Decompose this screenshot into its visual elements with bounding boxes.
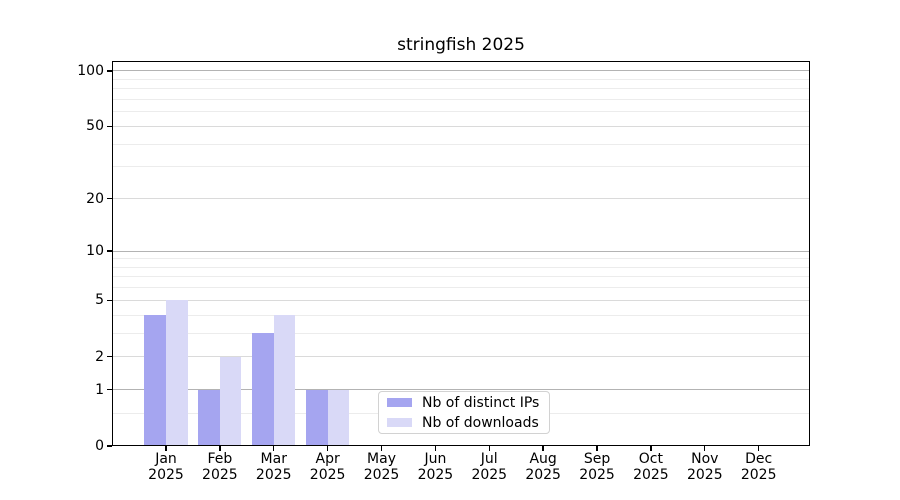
x-tick-label-sep: Sep 2025 bbox=[579, 451, 615, 483]
x-tick-mark-dec bbox=[757, 446, 760, 451]
gridline-major-y10 bbox=[112, 250, 810, 252]
gridline-minor-y9 bbox=[112, 258, 810, 260]
x-tick-label-dec: Dec 2025 bbox=[740, 451, 777, 483]
y-tick-label-10: 10 bbox=[86, 243, 104, 260]
x-tick-mark-mar bbox=[273, 446, 275, 451]
x-tick-label-feb: Feb 2025 bbox=[202, 451, 238, 483]
x-tick-mark-jan bbox=[165, 446, 167, 451]
y-tick-mark-5 bbox=[107, 299, 112, 302]
legend-label-distinct-ips: Nb of distinct IPs bbox=[422, 394, 540, 411]
y-tick-mark-2 bbox=[107, 355, 112, 358]
y-tick-mark-20 bbox=[107, 197, 112, 200]
gridline-minor-y4 bbox=[112, 314, 810, 316]
gridline-minor-y90 bbox=[112, 78, 810, 80]
chart-title: stringfish 2025 bbox=[397, 35, 525, 55]
gridline-y50 bbox=[112, 125, 810, 127]
y-tick-label-1: 1 bbox=[95, 381, 104, 398]
bar-jan-downloads bbox=[166, 300, 188, 446]
legend-label-downloads: Nb of downloads bbox=[422, 414, 539, 431]
x-tick-mark-may bbox=[380, 446, 383, 451]
gridline-minor-y30 bbox=[112, 166, 810, 168]
x-tick-label-mar: Mar 2025 bbox=[255, 451, 292, 483]
x-tick-mark-feb bbox=[219, 446, 221, 451]
x-tick-mark-sep bbox=[596, 446, 598, 451]
bar-feb-downloads bbox=[219, 356, 242, 446]
x-tick-label-jan: Jan 2025 bbox=[148, 451, 184, 483]
y-tick-mark-0 bbox=[107, 445, 112, 447]
legend: Nb of distinct IPs Nb of downloads bbox=[378, 391, 550, 434]
gridline-y5 bbox=[112, 299, 810, 301]
x-tick-label-jul: Jul 2025 bbox=[471, 451, 508, 483]
x-tick-label-may: May 2025 bbox=[363, 451, 400, 483]
gridline-y20 bbox=[112, 198, 810, 199]
y-tick-label-50: 50 bbox=[86, 118, 104, 135]
y-tick-label-2: 2 bbox=[95, 348, 104, 365]
y-tick-mark-1 bbox=[107, 388, 112, 391]
y-tick-label-20: 20 bbox=[86, 190, 104, 207]
bar-apr-downloads bbox=[327, 389, 350, 446]
gridline-y2 bbox=[112, 356, 810, 358]
x-tick-label-jun: Jun 2025 bbox=[417, 451, 454, 483]
gridline-minor-y6 bbox=[112, 287, 810, 289]
gridline-minor-y7 bbox=[112, 276, 810, 278]
x-tick-label-oct: Oct 2025 bbox=[633, 451, 669, 483]
y-tick-label-5: 5 bbox=[95, 292, 104, 309]
gridline-minor-y70 bbox=[112, 98, 810, 100]
y-tick-label-0: 0 bbox=[95, 438, 104, 454]
x-tick-mark-nov bbox=[704, 446, 706, 451]
x-tick-mark-jul bbox=[488, 446, 490, 451]
x-tick-label-nov: Nov 2025 bbox=[686, 451, 723, 483]
y-tick-mark-10 bbox=[107, 250, 112, 252]
bar-mar-downloads bbox=[273, 315, 296, 446]
plot-area bbox=[112, 61, 810, 446]
y-tick-label-100: 100 bbox=[77, 62, 104, 79]
gridline-minor-y80 bbox=[112, 88, 810, 90]
gridline-major-y1 bbox=[112, 389, 810, 391]
x-tick-label-aug: Aug 2025 bbox=[525, 451, 561, 483]
y-tick-mark-50 bbox=[107, 125, 112, 128]
x-tick-label-apr: Apr 2025 bbox=[309, 451, 346, 483]
x-tick-mark-apr bbox=[326, 446, 329, 451]
gridline-major-y100 bbox=[112, 70, 810, 72]
legend-swatch-distinct-ips bbox=[387, 397, 412, 408]
legend-item-downloads: Nb of downloads bbox=[387, 415, 541, 431]
bar-apr-distinct-ips bbox=[306, 389, 328, 446]
gridline-minor-y60 bbox=[112, 111, 810, 113]
gridline-minor-y40 bbox=[112, 143, 810, 145]
y-tick-mark-100 bbox=[107, 70, 112, 72]
bar-jan-distinct-ips bbox=[144, 315, 166, 446]
x-tick-mark-oct bbox=[650, 446, 652, 451]
gridline-minor-y3 bbox=[112, 332, 810, 334]
x-tick-mark-jun bbox=[434, 446, 437, 451]
legend-item-distinct-ips: Nb of distinct IPs bbox=[387, 395, 541, 411]
bar-mar-distinct-ips bbox=[252, 333, 274, 446]
bar-feb-distinct-ips bbox=[198, 389, 220, 446]
x-tick-mark-aug bbox=[542, 446, 544, 451]
gridline-minor-y8 bbox=[112, 266, 810, 268]
legend-swatch-downloads bbox=[387, 417, 412, 428]
